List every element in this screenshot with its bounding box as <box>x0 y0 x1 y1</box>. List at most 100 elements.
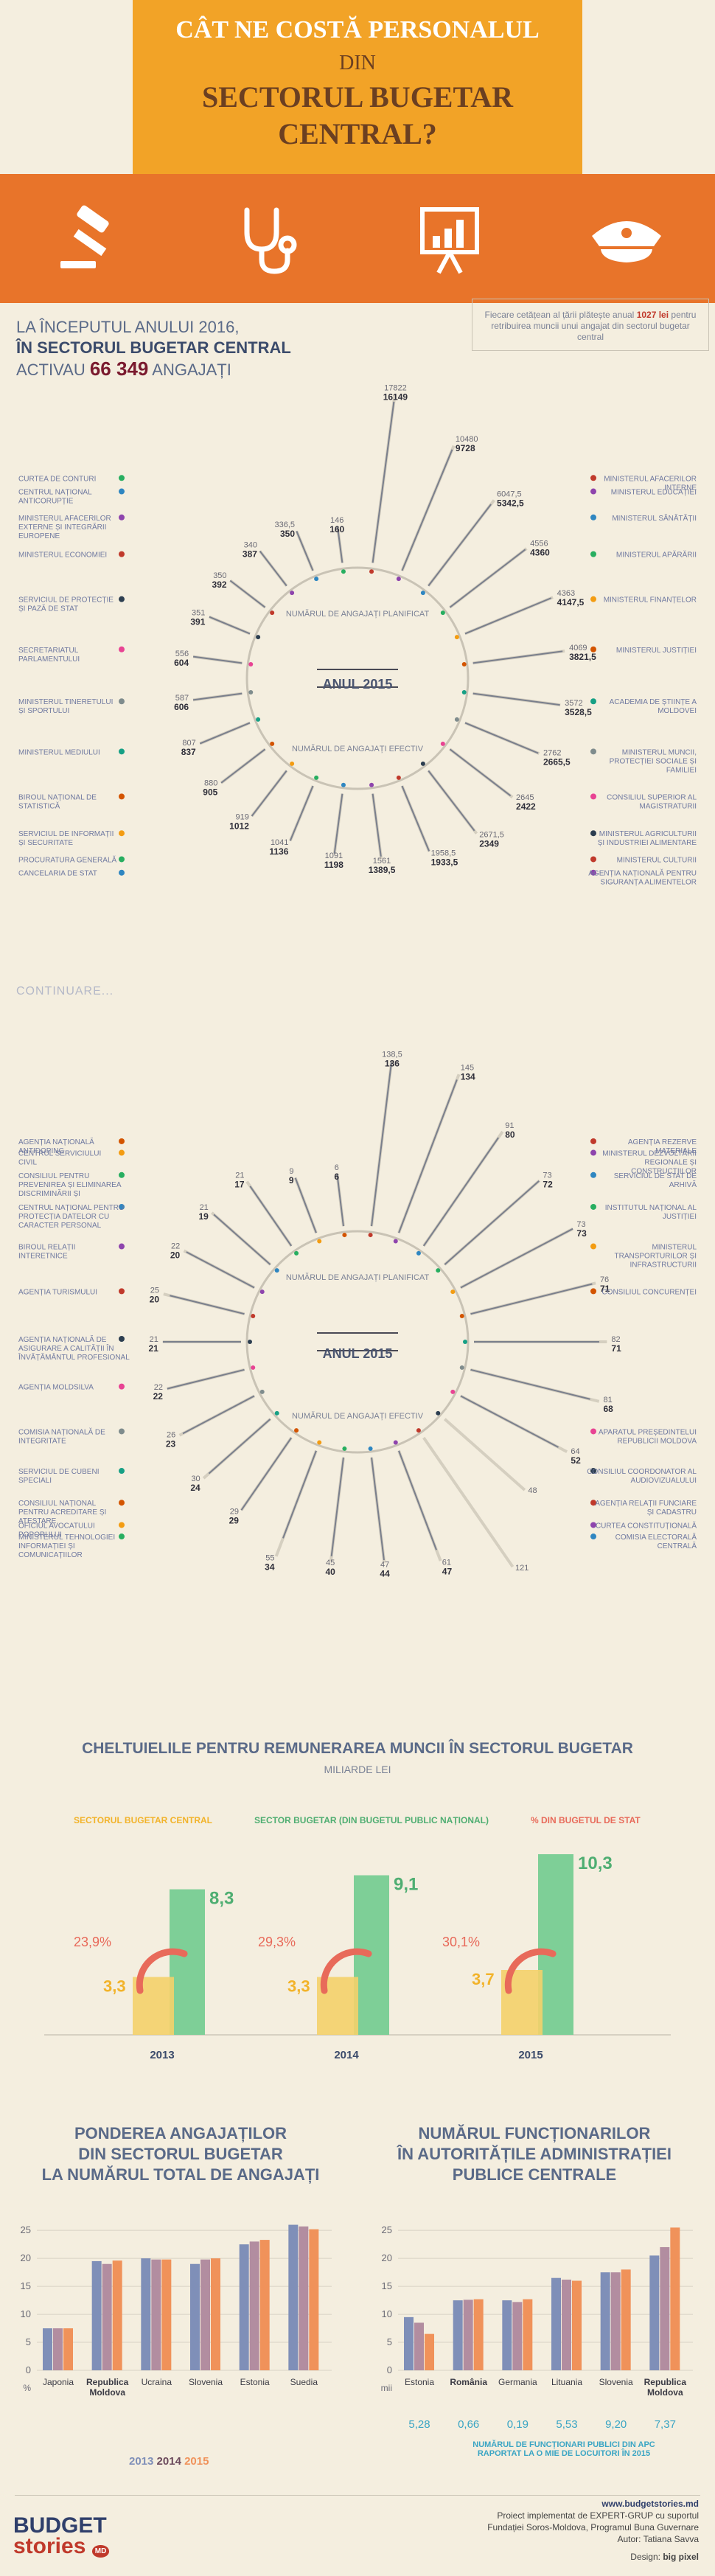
radial-bar-actual <box>460 1395 559 1448</box>
bar-2015 <box>572 2280 582 2370</box>
radial-dot <box>368 1446 373 1451</box>
radial-bar-actual <box>449 549 526 608</box>
institution-dot <box>119 1336 125 1342</box>
y-tick-label: 0 <box>26 2364 31 2375</box>
institution-name: BIROUL NAȚIONAL DE <box>18 793 97 801</box>
central-value: 3,7 <box>472 1970 495 1988</box>
actual-value-label: 40 <box>326 1567 336 1577</box>
planned-value-label: 21 <box>235 1172 244 1180</box>
institution-dot <box>590 793 596 800</box>
planned-value-label: 30 <box>191 1475 200 1483</box>
institution-name: INFRASTRUCTURII <box>629 1261 697 1270</box>
actual-value-label: 2665,5 <box>543 756 571 767</box>
institution-name: MINISTERUL TINERETULUI <box>18 698 113 706</box>
footer-site-link[interactable]: www.budgetstories.md <box>601 2499 699 2509</box>
officials-title-3: publice centrale <box>452 2165 617 2184</box>
bar-2014 <box>610 2272 621 2370</box>
institution-name: CENTRUL SERVICIULUI <box>18 1150 101 1158</box>
planned-value-label: 1958,5 <box>431 849 456 857</box>
percent-value: 30,1% <box>442 1935 480 1949</box>
radial-bar-actual <box>296 531 314 571</box>
institution-dot <box>590 1534 596 1540</box>
institution-dot <box>590 514 596 521</box>
category-label: Japonia <box>43 2377 74 2387</box>
actual-value-label: 73 <box>576 1228 587 1239</box>
institution-name: CONSILIUL COORDONATOR AL <box>587 1468 697 1476</box>
institution-name: MAGISTRATURII <box>639 802 697 810</box>
radial-dot <box>416 1428 421 1433</box>
wheel-ring <box>245 566 470 790</box>
title-line-3: sectorul bugetar <box>202 80 513 114</box>
presentation-chart-icon <box>420 207 479 274</box>
intro-line-1: La începutul anului 2016, <box>16 318 240 336</box>
institution-name: ASIGURARE A CALITĂȚII ÎN <box>18 1343 114 1353</box>
radial-dot <box>317 1440 322 1445</box>
radial-bar-actual <box>444 1180 540 1265</box>
employee-total: 66 349 <box>89 358 149 380</box>
radial-dot <box>461 690 467 695</box>
radial-dot <box>420 761 425 766</box>
institution-name: INTEGRITATE <box>18 1437 66 1445</box>
planned-value-label: 73 <box>576 1220 585 1229</box>
institution-dot <box>590 1428 596 1435</box>
actual-value-label: 604 <box>174 658 189 668</box>
officials-chart: 0 5 10 15 20 25 mii Estonia 5,28 România 0,66 Germa… <box>381 2224 693 2431</box>
institution-name: FAMILIEI <box>666 766 697 774</box>
actual-value-label: 6 <box>334 1172 339 1182</box>
radial-dot <box>416 1250 421 1256</box>
institution-dot <box>119 748 125 755</box>
y-axis-label: mii <box>381 2383 392 2393</box>
planned-value-label: 3572 <box>565 699 582 708</box>
institution-dot <box>590 1149 596 1156</box>
radial-dot <box>314 775 319 780</box>
intro-line-3a: activau <box>16 361 86 379</box>
radial-bar-actual <box>460 1228 573 1289</box>
institution-dot <box>590 830 596 837</box>
radial-dot <box>396 577 401 582</box>
note-post: pentru retribuirea muncii unui angajat d… <box>491 310 697 342</box>
spending-subtitle: miliarde lei <box>324 1764 391 1775</box>
radial-bar-actual <box>229 579 266 608</box>
planned-value-label: 351 <box>192 608 205 617</box>
radial-bar-actual <box>398 1079 458 1233</box>
category-label: Ucraina <box>142 2377 172 2387</box>
planned-value-label: 336,5 <box>275 521 296 529</box>
radial-bar-actual <box>251 770 287 817</box>
planned-value-label: 55 <box>265 1554 274 1563</box>
actual-value-label: 3821,5 <box>569 652 596 662</box>
percent-arc <box>136 1948 188 1994</box>
footer-line-3: Autor: Tatiana Savva <box>617 2534 699 2544</box>
logo-word-2: stories MD <box>13 2535 110 2562</box>
institution-name: SECRETARIATUL <box>18 647 79 655</box>
institution-name: JUSTIȚIEI <box>663 1213 697 1221</box>
title-line-4: central? <box>278 117 437 150</box>
institution-name: EXTERNE ȘI INTEGRĂRII <box>18 522 106 532</box>
radial-dot <box>248 690 254 695</box>
planned-value-label: 919 <box>236 813 249 822</box>
bar-2013 <box>502 2300 512 2370</box>
bar-2014 <box>200 2259 210 2370</box>
y-tick-label: 20 <box>21 2252 31 2263</box>
planned-value-label: 1041 <box>271 838 288 847</box>
bar-2013 <box>288 2224 299 2370</box>
bar-national <box>538 1854 573 2035</box>
institution-name: REPUBLICII MOLDOVA <box>617 1437 697 1445</box>
actual-value-label: 134 <box>461 1072 475 1082</box>
radial-bar-actual <box>209 616 251 635</box>
institution-name: REGIONALE ȘI <box>644 1159 697 1167</box>
bar-2014 <box>249 2241 259 2370</box>
actual-value-label: 17 <box>234 1180 245 1190</box>
percent-arc <box>504 1948 557 1994</box>
institution-name: MOLDOVEI <box>658 707 697 715</box>
planned-value-label: 340 <box>244 541 257 550</box>
actual-value-label: 9 <box>289 1175 294 1186</box>
institution-name: CURTEA CONSTITUȚIONALĂ <box>596 1520 697 1530</box>
institution-dot <box>119 1383 125 1390</box>
planned-value-label: 73 <box>543 1171 551 1180</box>
radial-dot <box>256 635 261 640</box>
y-tick-label: 25 <box>382 2224 392 2235</box>
planned-value-label: 556 <box>175 650 189 658</box>
radial-dot <box>459 1314 464 1319</box>
bar-2014 <box>660 2246 670 2370</box>
radial-bar-actual <box>213 1214 271 1265</box>
